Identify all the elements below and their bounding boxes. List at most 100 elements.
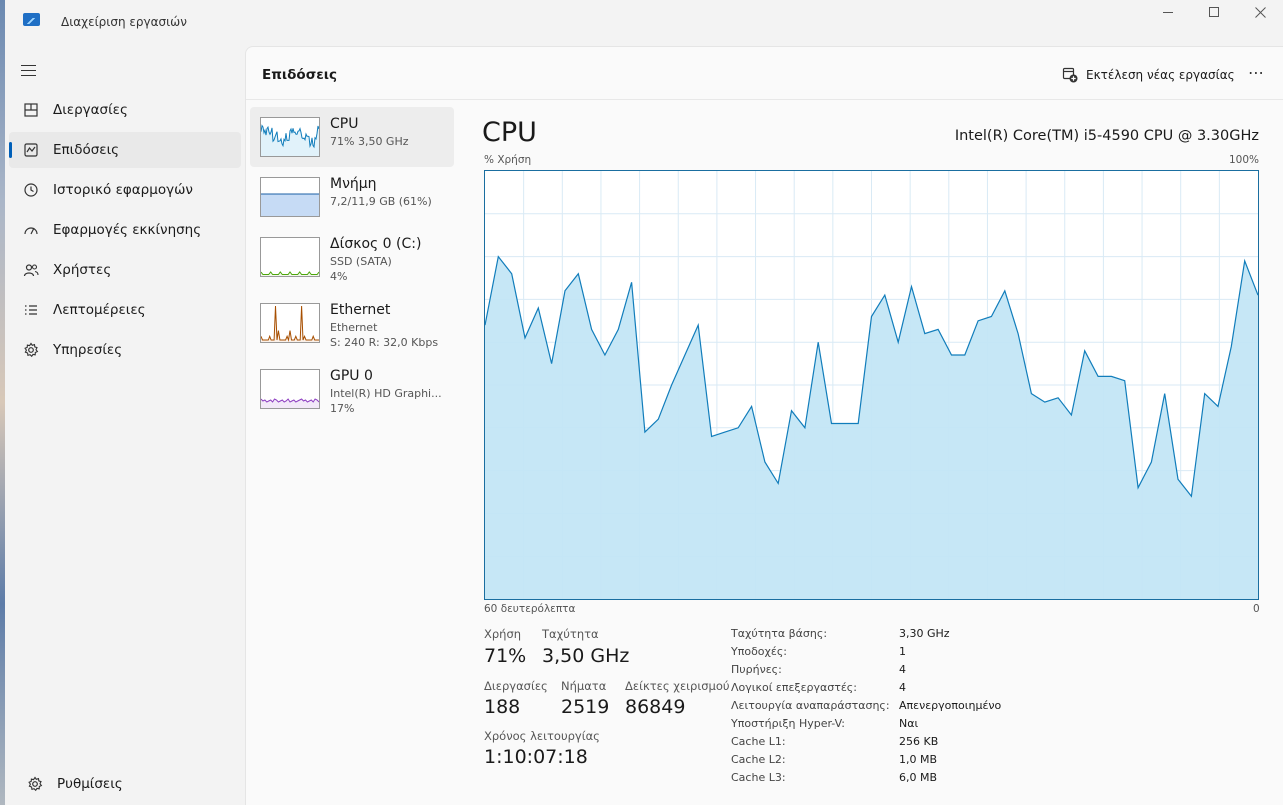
hamburger-icon bbox=[21, 65, 36, 67]
spec-value: 6,0 MB bbox=[899, 771, 938, 784]
x-axis-right-label: 0 bbox=[1253, 603, 1260, 615]
device-detail: 7,2/11,9 GB (61%) bbox=[330, 195, 432, 208]
sidebar-item-services[interactable]: Υπηρεσίες bbox=[9, 332, 241, 368]
cpu-thumbnail-graph bbox=[260, 117, 320, 157]
run-new-task-button[interactable]: Εκτέλεση νέας εργασίας bbox=[1062, 65, 1235, 85]
detail-title: CPU bbox=[482, 117, 537, 148]
spec-value: Ναι bbox=[899, 717, 919, 730]
spec-value: 4 bbox=[899, 681, 906, 694]
processes-label: Διεργασίες bbox=[484, 679, 548, 693]
spec-value: 1,0 MB bbox=[899, 753, 938, 766]
y-axis-max-label: 100% bbox=[1228, 154, 1259, 166]
y-axis-label: % Χρήση bbox=[484, 154, 532, 166]
spec-key: Cache L1: bbox=[731, 735, 786, 748]
device-name: Δίσκος 0 (C:) bbox=[330, 236, 422, 252]
thumbnail-sparkline bbox=[261, 178, 319, 216]
run-new-task-label: Εκτέλεση νέας εργασίας bbox=[1086, 68, 1235, 82]
usage-label: Χρήση bbox=[484, 627, 522, 641]
task-manager-window: Διαχείριση εργασιών Διεργασίες Επιδόσεις… bbox=[5, 0, 1283, 805]
device-item-gpu[interactable]: GPU 0 Intel(R) HD Graphi... 17% bbox=[250, 359, 454, 419]
spec-key: Λειτουργία αναπαράστασης: bbox=[731, 699, 890, 712]
spec-value: 4 bbox=[899, 663, 906, 676]
maximize-button[interactable] bbox=[1191, 0, 1237, 24]
sidebar-item-label: Υπηρεσίες bbox=[53, 342, 123, 358]
disk-thumbnail-graph bbox=[260, 237, 320, 277]
minimize-icon bbox=[1163, 11, 1173, 13]
users-icon bbox=[23, 264, 39, 277]
device-detail: SSD (SATA) bbox=[330, 255, 392, 268]
sidebar-item-details[interactable]: Λεπτομέρειες bbox=[9, 292, 241, 328]
sidebar-item-label: Εφαρμογές εκκίνησης bbox=[53, 222, 202, 238]
threads-label: Νήματα bbox=[561, 679, 607, 693]
sidebar-item-label: Ιστορικό εφαρμογών bbox=[53, 182, 193, 198]
handles-label: Δείκτες χειρισμού bbox=[625, 679, 730, 693]
spec-key: Λογικοί επεξεργαστές: bbox=[731, 681, 857, 694]
speed-value: 3,50 GHz bbox=[542, 645, 630, 667]
ethernet-thumbnail-graph bbox=[260, 303, 320, 343]
settings-label: Ρυθμίσεις bbox=[57, 776, 123, 792]
close-icon bbox=[1254, 6, 1266, 18]
sidebar-item-app-history[interactable]: Ιστορικό εφαρμογών bbox=[9, 172, 241, 208]
sidebar-item-label: Επιδόσεις bbox=[53, 142, 120, 158]
history-clock-icon bbox=[24, 183, 38, 197]
device-detail: 17% bbox=[330, 402, 355, 415]
close-button[interactable] bbox=[1237, 0, 1283, 24]
thumbnail-sparkline bbox=[261, 238, 319, 276]
performance-chart-icon bbox=[24, 143, 38, 157]
hamburger-icon-line bbox=[21, 70, 36, 72]
sidebar-item-performance[interactable]: Επιδόσεις bbox=[9, 132, 241, 168]
uptime-label: Χρόνος λειτουργίας bbox=[484, 729, 600, 743]
usage-value: 71% bbox=[484, 645, 527, 667]
thumbnail-line bbox=[261, 271, 319, 275]
device-item-ethernet[interactable]: Ethernet Ethernet S: 240 R: 32,0 Kbps bbox=[250, 293, 454, 353]
thumbnail-sparkline bbox=[261, 370, 319, 408]
x-axis-left-label: 60 δευτερόλεπτα bbox=[484, 603, 576, 615]
title-bar[interactable]: Διαχείριση εργασιών bbox=[5, 0, 1283, 46]
device-detail: Intel(R) HD Graphi... bbox=[330, 387, 442, 400]
device-detail: Ethernet bbox=[330, 321, 378, 334]
uptime-value: 1:10:07:18 bbox=[484, 746, 588, 768]
thumbnail-area bbox=[261, 125, 319, 156]
minimize-button[interactable] bbox=[1145, 0, 1191, 24]
threads-value: 2519 bbox=[561, 696, 610, 718]
device-detail: 4% bbox=[330, 270, 348, 283]
sidebar-item-startup-apps[interactable]: Εφαρμογές εκκίνησης bbox=[9, 212, 241, 248]
device-item-memory[interactable]: Μνήμη 7,2/11,9 GB (61%) bbox=[250, 167, 454, 227]
page-title: Επιδόσεις bbox=[262, 67, 338, 83]
spec-value: 3,30 GHz bbox=[899, 627, 950, 640]
window-title: Διαχείριση εργασιών bbox=[61, 15, 187, 29]
sidebar-nav: Διεργασίες Επιδόσεις Ιστορικό εφαρμογών … bbox=[5, 92, 245, 372]
sidebar-item-processes[interactable]: Διεργασίες bbox=[9, 92, 241, 128]
header-divider bbox=[246, 99, 1283, 100]
spec-key: Cache L2: bbox=[731, 753, 786, 766]
speed-label: Ταχύτητα bbox=[542, 627, 599, 641]
spec-value: 1 bbox=[899, 645, 906, 658]
processes-value: 188 bbox=[484, 696, 521, 718]
cpu-usage-line bbox=[485, 255, 1258, 498]
thumbnail-sparkline bbox=[261, 118, 319, 156]
spec-value: Απενεργοποιημένο bbox=[899, 699, 1002, 712]
thumbnail-line bbox=[261, 305, 319, 342]
device-item-disk[interactable]: Δίσκος 0 (C:) SSD (SATA) 4% bbox=[250, 227, 454, 287]
hamburger-icon-line bbox=[21, 75, 36, 77]
device-name: Ethernet bbox=[330, 302, 391, 318]
sidebar-item-users[interactable]: Χρήστες bbox=[9, 252, 241, 288]
services-gear-icon bbox=[24, 342, 39, 358]
spec-key: Υποστήριξη Hyper-V: bbox=[731, 717, 845, 730]
processes-grid-icon bbox=[24, 103, 38, 117]
sidebar-item-label: Λεπτομέρειες bbox=[53, 302, 146, 318]
cpu-usage-graph bbox=[484, 170, 1259, 600]
gpu-thumbnail-graph bbox=[260, 369, 320, 409]
details-list-icon bbox=[25, 305, 37, 315]
device-item-cpu[interactable]: CPU 71% 3,50 GHz bbox=[250, 107, 454, 167]
hamburger-menu-button[interactable] bbox=[21, 63, 39, 79]
task-manager-app-icon bbox=[23, 13, 40, 26]
thumbnail-line bbox=[261, 124, 319, 149]
more-options-button[interactable]: ⋯ bbox=[1248, 63, 1265, 82]
sidebar-item-label: Διεργασίες bbox=[53, 102, 128, 118]
settings-gear-icon bbox=[28, 776, 43, 792]
device-detail: S: 240 R: 32,0 Kbps bbox=[330, 336, 439, 349]
spec-key: Υποδοχές: bbox=[731, 645, 787, 658]
sidebar-item-settings[interactable]: Ρυθμίσεις bbox=[13, 766, 249, 802]
thumbnail-area bbox=[261, 399, 319, 408]
